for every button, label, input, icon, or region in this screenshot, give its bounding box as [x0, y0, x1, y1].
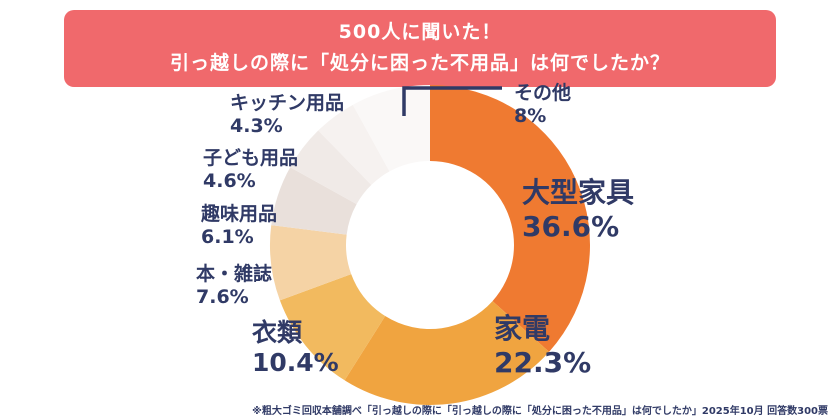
pie-slice-0: [430, 85, 590, 352]
slice-label-appliances: 家電 22.3%: [494, 312, 591, 379]
pie-slice-5: [290, 130, 372, 205]
slice-percent: 4.3%: [230, 114, 283, 137]
slice-percent: 6.1%: [201, 225, 254, 248]
title-line-1: 500人に聞いた！: [338, 21, 502, 43]
slice-name: キッチン用品: [230, 92, 345, 114]
other-slice-leader-line: [402, 86, 502, 116]
pie-slice-3: [269, 225, 352, 301]
slice-name: 子ども用品: [203, 147, 299, 169]
slice-percent: 8%: [514, 104, 547, 127]
slice-name: 趣味用品: [201, 203, 278, 225]
pie-slice-2: [279, 274, 386, 381]
pie-slice-1: [344, 301, 550, 405]
slice-label-hobby-goods: 趣味用品 6.1%: [201, 203, 277, 249]
slice-percent: 7.6%: [196, 285, 249, 308]
slice-percent: 36.6%: [522, 209, 620, 243]
slice-label-other: その他 8%: [514, 82, 571, 128]
slice-name: 本・雑誌: [196, 263, 273, 285]
slice-label-books-magazines: 本・雑誌 7.6%: [196, 263, 272, 309]
slice-percent: 10.4%: [252, 348, 339, 377]
title-line-2: 引っ越しの際に「処分に困った不用品」は何でしたか？: [169, 51, 670, 74]
slice-label-kids-goods: 子ども用品 4.6%: [203, 147, 298, 193]
pie-slice-7: [352, 85, 430, 172]
slice-percent: 22.3%: [494, 345, 592, 379]
slice-label-clothing: 衣類 10.4%: [252, 318, 339, 378]
slice-label-large-furniture: 大型家具 36.6%: [522, 176, 634, 243]
slice-label-kitchen-goods: キッチン用品 4.3%: [230, 92, 344, 138]
slice-percent: 4.6%: [203, 169, 256, 192]
slice-name: 大型家具: [522, 176, 635, 209]
title-banner: 500人に聞いた！ 引っ越しの際に「処分に困った不用品」は何でしたか？: [64, 10, 776, 87]
slice-name: 家電: [494, 312, 551, 345]
pie-slice-4: [271, 167, 357, 235]
pie-slice-6: [318, 104, 390, 185]
slice-name: 衣類: [252, 318, 303, 347]
slice-name: その他: [514, 82, 572, 104]
source-note: ※粗大ゴミ回収本舗調べ「引っ越しの際に「引っ越しの際に「処分に困った不用品」は何…: [252, 406, 828, 417]
